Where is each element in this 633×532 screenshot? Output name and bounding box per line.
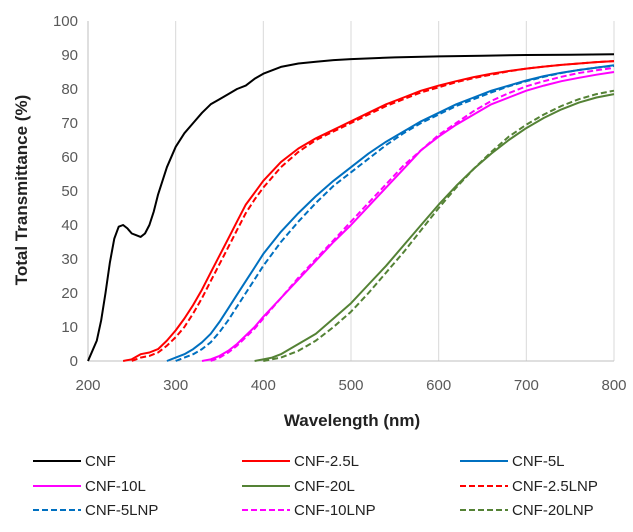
legend-label-7: CNF-5LNP	[85, 502, 158, 519]
y-tick-label-60: 60	[61, 149, 78, 166]
legend-label-3: CNF-5L	[512, 453, 565, 470]
series-line-2	[122, 60, 615, 362]
legend-label-4: CNF-10L	[85, 478, 146, 495]
x-tick-label-600: 600	[426, 377, 451, 394]
legend-label-8: CNF-10LNP	[294, 502, 376, 519]
series-line-9	[263, 89, 615, 362]
x-axis-title: Wavelength (nm)	[284, 411, 420, 430]
y-tick-label-90: 90	[61, 47, 78, 64]
y-tick-label-50: 50	[61, 183, 78, 200]
legend-label-5: CNF-20L	[294, 478, 355, 495]
series-lines	[87, 53, 615, 362]
series-line-6	[131, 60, 615, 362]
y-axis-title: Total Transmittance (%)	[12, 95, 31, 286]
series-line-5	[254, 93, 615, 362]
legend: CNF CNF-2.5L CNF-5L CNF-10L CNF-20L CNF-2.5LN…	[33, 453, 598, 519]
grid-lines	[175, 21, 615, 361]
axes	[87, 21, 614, 362]
y-tick-label-80: 80	[61, 81, 78, 98]
y-tick-label-70: 70	[61, 115, 78, 132]
x-tick-label-800: 800	[601, 377, 626, 394]
x-tick-label-300: 300	[163, 377, 188, 394]
legend-label-9: CNF-20LNP	[512, 502, 594, 519]
x-tick-label-700: 700	[514, 377, 539, 394]
y-tick-label-100: 100	[53, 13, 78, 30]
y-tick-label-10: 10	[61, 319, 78, 336]
x-tick-label-200: 200	[75, 377, 100, 394]
series-line-8	[210, 66, 615, 362]
y-tick-label-0: 0	[70, 353, 78, 370]
y-tick-label-40: 40	[61, 217, 78, 234]
series-line-3	[166, 64, 615, 362]
y-tick-label-20: 20	[61, 285, 78, 302]
series-line-4	[201, 71, 615, 362]
series-line-1	[87, 53, 615, 362]
legend-label-6: CNF-2.5LNP	[512, 478, 598, 495]
x-tick-label-400: 400	[251, 377, 276, 394]
series-line-7	[175, 64, 615, 362]
y-tick-label-30: 30	[61, 251, 78, 268]
tick-labels: 0 10 20 30 40 50 60 70 80 90 100 200 300 400 500 600 700…	[53, 13, 627, 394]
x-tick-label-500: 500	[338, 377, 363, 394]
legend-label-1: CNF	[85, 453, 116, 470]
legend-label-2: CNF-2.5L	[294, 453, 359, 470]
